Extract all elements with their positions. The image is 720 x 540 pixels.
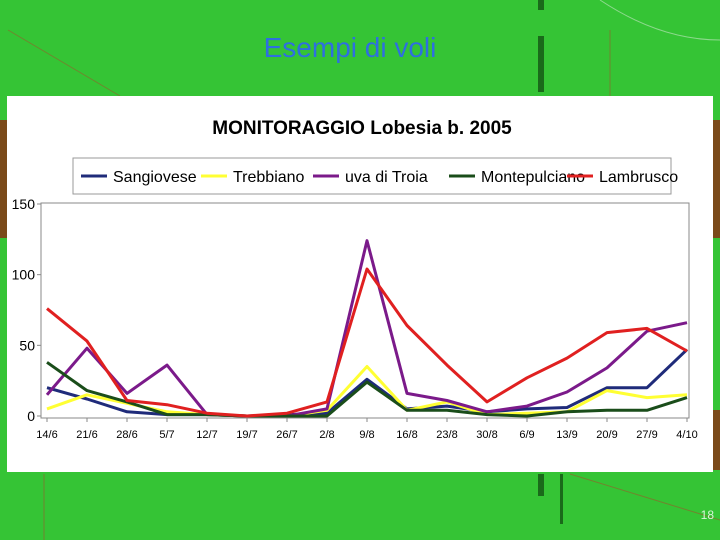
series-line bbox=[45, 239, 688, 418]
legend-label: Trebbiano bbox=[233, 169, 305, 186]
legend-label: Lambrusco bbox=[599, 169, 678, 186]
x-tick-label: 5/7 bbox=[159, 429, 174, 441]
x-tick-label: 2/8 bbox=[319, 429, 334, 441]
decor-stripe-right-lower bbox=[713, 410, 720, 470]
x-tick-label: 14/6 bbox=[36, 429, 57, 441]
chart-title: MONITORAGGIO Lobesia b. 2005 bbox=[212, 118, 512, 139]
decor-stripe-right bbox=[713, 120, 720, 238]
page-number: 18 bbox=[700, 508, 714, 522]
x-tick-label: 30/8 bbox=[476, 429, 497, 441]
decor-bar bbox=[538, 474, 544, 496]
series-line bbox=[46, 348, 689, 418]
x-tick-label: 6/9 bbox=[519, 429, 534, 441]
x-tick-label: 23/8 bbox=[436, 429, 457, 441]
y-tick-label: 100 bbox=[12, 267, 36, 283]
x-axis: 14/6 21/6 28/6 5/7 12/7 19/7 26/7 2/8 9/8 16/8 23/… bbox=[36, 418, 698, 441]
y-tick-label: 150 bbox=[12, 196, 36, 212]
legend-label: uva di Troia bbox=[345, 169, 428, 186]
y-tick-label: 50 bbox=[19, 337, 35, 353]
series-line bbox=[46, 267, 688, 418]
legend: Sangiovese Trebbiano uva di Troia Montepulc… bbox=[81, 169, 678, 186]
y-axis: 0 50 100 150 bbox=[12, 196, 41, 424]
x-tick-label: 27/9 bbox=[636, 429, 657, 441]
series-line bbox=[46, 361, 688, 418]
slide-title: Esempi di voli bbox=[263, 32, 437, 63]
x-tick-label: 26/7 bbox=[276, 429, 297, 441]
x-tick-label: 12/7 bbox=[196, 429, 217, 441]
decor-bar bbox=[538, 36, 544, 92]
x-tick-label: 4/10 bbox=[676, 429, 697, 441]
x-tick-label: 13/9 bbox=[556, 429, 577, 441]
x-tick-label: 21/6 bbox=[76, 429, 97, 441]
x-tick-label: 9/8 bbox=[359, 429, 374, 441]
x-tick-label: 20/9 bbox=[596, 429, 617, 441]
series-group bbox=[45, 239, 689, 418]
decor-bar bbox=[538, 0, 544, 10]
x-tick-label: 28/6 bbox=[116, 429, 137, 441]
chart-panel: MONITORAGGIO Lobesia b. 2005 Sangiovese T… bbox=[7, 96, 713, 472]
x-tick-label: 19/7 bbox=[236, 429, 257, 441]
decor-bar bbox=[560, 474, 563, 524]
legend-label: Sangiovese bbox=[113, 169, 197, 186]
line-chart: MONITORAGGIO Lobesia b. 2005 Sangiovese T… bbox=[12, 118, 698, 441]
x-tick-label: 16/8 bbox=[396, 429, 417, 441]
y-tick-label: 0 bbox=[27, 408, 35, 424]
decor-stripe-left bbox=[0, 120, 7, 238]
legend-label: Montepulciano bbox=[481, 169, 585, 186]
